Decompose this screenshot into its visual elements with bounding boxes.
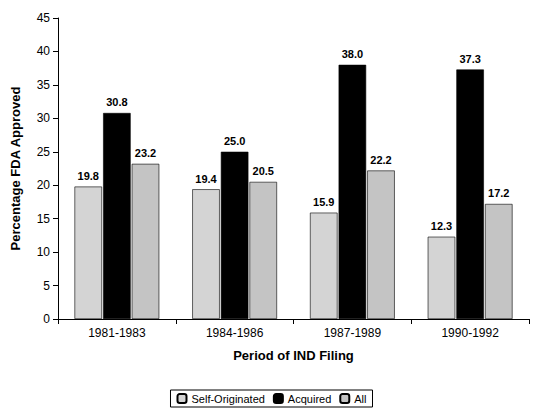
- svg-text:5: 5: [43, 279, 50, 293]
- svg-text:1987-1989: 1987-1989: [324, 326, 382, 340]
- svg-text:20: 20: [37, 178, 51, 192]
- svg-text:30: 30: [37, 111, 51, 125]
- svg-text:1981-1983: 1981-1983: [88, 326, 146, 340]
- svg-text:Percentage FDA Approved: Percentage FDA Approved: [8, 87, 23, 251]
- svg-text:Self-Originated: Self-Originated: [191, 393, 264, 405]
- svg-text:15.9: 15.9: [313, 196, 334, 208]
- svg-text:23.2: 23.2: [135, 147, 156, 159]
- svg-text:12.3: 12.3: [431, 220, 452, 232]
- svg-text:17.2: 17.2: [488, 187, 509, 199]
- svg-text:20.5: 20.5: [253, 165, 274, 177]
- svg-text:35: 35: [37, 78, 51, 92]
- svg-text:0: 0: [43, 312, 50, 326]
- svg-text:15: 15: [37, 212, 51, 226]
- svg-text:25: 25: [37, 145, 51, 159]
- svg-text:40: 40: [37, 44, 51, 58]
- svg-text:19.4: 19.4: [195, 173, 217, 185]
- svg-text:Acquired: Acquired: [288, 393, 331, 405]
- svg-text:19.8: 19.8: [78, 170, 99, 182]
- svg-text:37.3: 37.3: [459, 53, 480, 65]
- svg-text:22.2: 22.2: [370, 154, 391, 166]
- svg-text:1990-1992: 1990-1992: [441, 326, 499, 340]
- svg-text:10: 10: [37, 245, 51, 259]
- svg-text:1984-1986: 1984-1986: [206, 326, 264, 340]
- svg-text:Period of IND Filing: Period of IND Filing: [233, 348, 354, 363]
- svg-text:25.0: 25.0: [224, 135, 245, 147]
- svg-text:38.0: 38.0: [342, 48, 363, 60]
- svg-text:All: All: [354, 393, 366, 405]
- svg-text:30.8: 30.8: [106, 96, 127, 108]
- svg-text:45: 45: [37, 11, 51, 25]
